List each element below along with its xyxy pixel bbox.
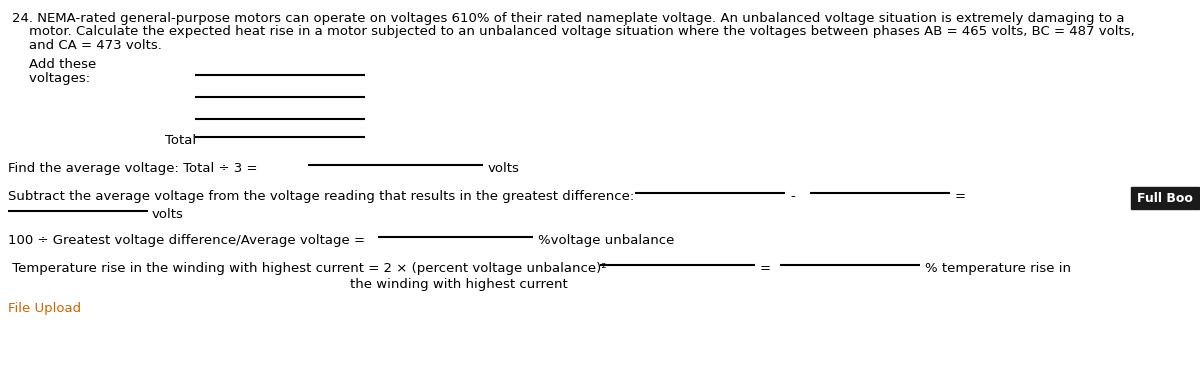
Text: volts: volts	[488, 162, 520, 175]
Text: =: =	[955, 190, 966, 203]
Text: the winding with highest current: the winding with highest current	[350, 278, 568, 291]
Text: =: =	[760, 262, 772, 275]
Text: Total: Total	[166, 134, 196, 147]
Text: -: -	[790, 190, 794, 203]
Text: % temperature rise in: % temperature rise in	[925, 262, 1072, 275]
Text: 24. NEMA-rated general-purpose motors can operate on voltages 610% of their rate: 24. NEMA-rated general-purpose motors ca…	[12, 12, 1124, 25]
Text: voltages:: voltages:	[12, 72, 90, 85]
FancyBboxPatch shape	[1132, 187, 1199, 209]
Text: Add these: Add these	[12, 59, 96, 72]
Text: motor. Calculate the expected heat rise in a motor subjected to an unbalanced vo: motor. Calculate the expected heat rise …	[12, 25, 1135, 38]
Text: volts: volts	[152, 208, 184, 221]
Text: Subtract the average voltage from the voltage reading that results in the greate: Subtract the average voltage from the vo…	[8, 190, 635, 203]
Text: File Upload: File Upload	[8, 302, 82, 315]
Text: and CA = 473 volts.: and CA = 473 volts.	[12, 39, 162, 52]
Text: Full Boo: Full Boo	[1138, 191, 1193, 204]
Text: 100 ÷ Greatest voltage difference/Average voltage =: 100 ÷ Greatest voltage difference/Averag…	[8, 234, 365, 247]
Text: %voltage unbalance: %voltage unbalance	[538, 234, 674, 247]
Text: Find the average voltage: Total ÷ 3 =: Find the average voltage: Total ÷ 3 =	[8, 162, 258, 175]
Text: Temperature rise in the winding with highest current = 2 × (percent voltage unba: Temperature rise in the winding with hig…	[8, 262, 607, 275]
